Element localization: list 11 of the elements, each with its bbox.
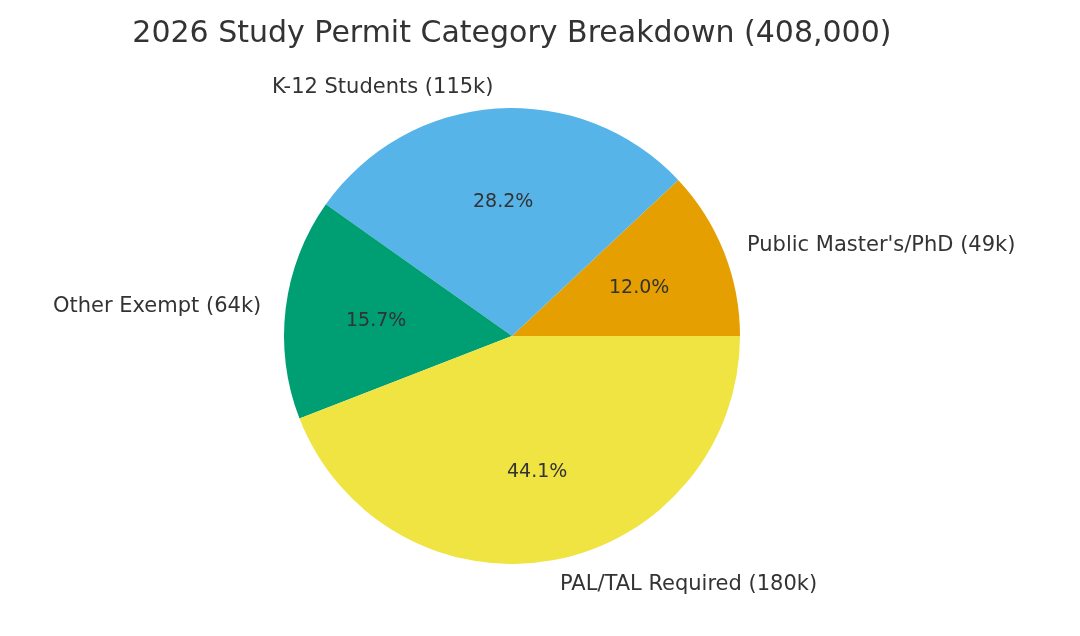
data-label: 28.2% bbox=[473, 189, 534, 211]
slice-label: Public Master's/PhD (49k) bbox=[747, 232, 1016, 256]
chart-title: 2026 Study Permit Category Breakdown (408,000) bbox=[132, 14, 892, 50]
slice-label: K-12 Students (115k) bbox=[272, 74, 494, 98]
data-label: 44.1% bbox=[507, 459, 568, 481]
data-label: 15.7% bbox=[346, 308, 407, 330]
slice-label: PAL/TAL Required (180k) bbox=[560, 571, 818, 595]
data-label: 12.0% bbox=[609, 275, 670, 297]
pie-slice bbox=[325, 108, 679, 336]
pie-slice bbox=[299, 336, 740, 564]
slice-label: Other Exempt (64k) bbox=[53, 293, 262, 317]
